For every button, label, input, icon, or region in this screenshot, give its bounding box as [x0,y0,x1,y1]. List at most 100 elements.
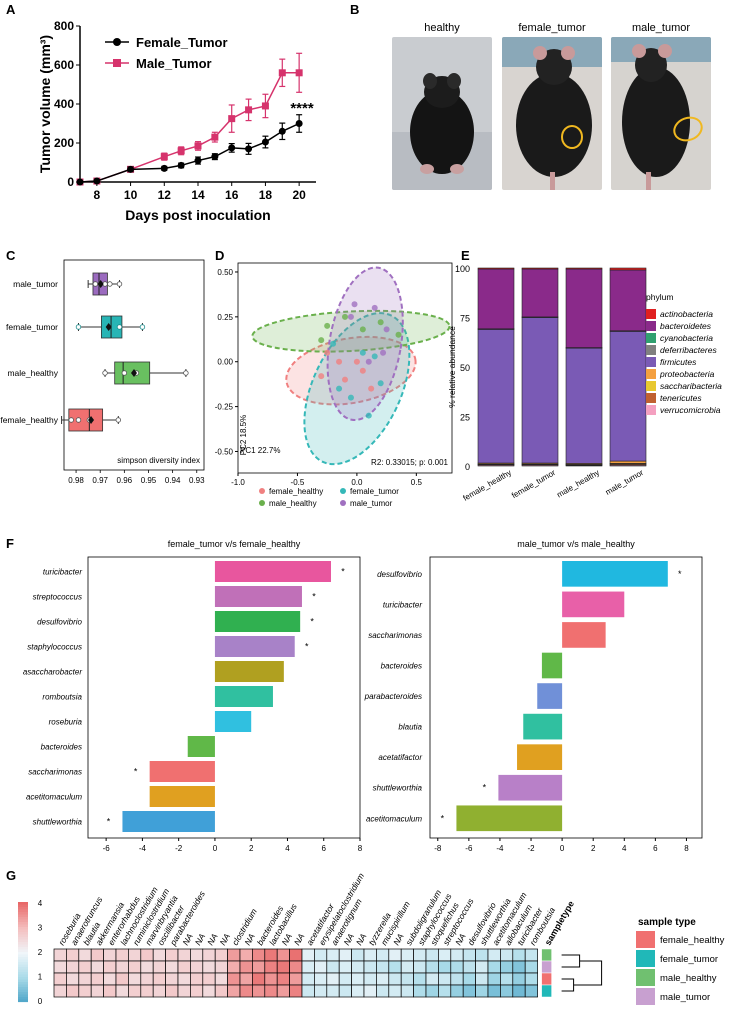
g-cell [152,972,166,986]
g-cell [66,948,80,962]
c-point [115,417,122,423]
d-frame [237,262,453,474]
photo-male-tumor-mouse [611,37,711,190]
d-point [359,349,366,356]
g-cell [512,972,526,986]
g-scale-segment [18,994,28,998]
g-cell [276,948,290,962]
g-cell [400,972,414,986]
g-cell [103,948,117,962]
g-dendrogram-branch [573,960,603,986]
f-left-bar [214,586,302,607]
f-left-significance: * [134,767,138,777]
panel-letter-E: E [461,248,470,263]
g-cell [177,984,191,998]
d-point [377,319,384,326]
a-xtick-label: 16 [225,188,239,202]
g-cell [388,984,402,998]
d-xtick-label: 0.5 [411,478,423,487]
g-cell [512,948,526,962]
a-point [76,178,84,186]
e-legend-swatch [646,393,656,403]
g-scale-segment [18,967,28,970]
e-bar-segment [609,331,647,462]
g-cell [413,960,427,974]
d-xtick-label: 0.0 [351,478,363,487]
f-right-bar [517,744,563,770]
f-left-significance: * [312,592,316,602]
c-xtick-label: 0.94 [165,476,181,485]
c-point [68,417,74,423]
g-cell [190,960,204,974]
f-left-bar [214,636,295,657]
g-cell [524,972,538,986]
g-cell [475,960,489,974]
g-cell [152,984,166,998]
g-cell [475,984,489,998]
g-scale-label: 2 [38,948,43,957]
d-point [365,412,372,419]
g-cell [388,948,402,962]
g-scale-segment [18,987,28,990]
e-legend-label: actinobacteria [660,309,713,319]
g-cell [140,972,154,986]
a-point [278,127,286,135]
a-point [194,142,202,150]
g-cell [301,960,315,974]
f-left-bar-label: desulfovibrio [37,618,82,627]
g-scale-segment [18,962,28,965]
f-left-significance: * [107,817,111,827]
g-legend-swatch [636,950,655,967]
f-right-bar [498,774,563,801]
a-point [228,115,236,123]
panel-letter-D: D [215,248,224,263]
g-cell [227,972,241,986]
g-cell [227,984,241,998]
d-point [383,326,390,333]
f-left-bar [149,761,215,782]
g-scale-label: 1 [38,973,43,982]
g-cell [128,948,142,962]
mouse-healthy-illustration [392,37,492,190]
g-cell [388,960,402,974]
d-point [336,385,343,392]
f-right-title: male_tumor v/s male_healthy [517,539,635,549]
a-ytick-label: 0 [67,175,74,189]
f-left-bar-label: asaccharobacter [23,668,82,677]
c-point [75,417,82,423]
g-cell [351,948,365,962]
g-cell [326,960,340,974]
f-right-significance: * [441,813,445,823]
e-bar-segment [521,317,559,464]
f-right-bar [541,652,563,679]
g-cell [438,972,452,986]
d-point [342,376,348,383]
a-ytick-label: 400 [54,97,74,111]
g-cell [301,972,315,986]
e-legend-swatch [646,381,656,391]
g-cell [276,972,290,986]
g-cell [90,972,104,986]
e-legend-swatch [646,357,656,367]
f-right-bar-label: parabacteroides [364,692,422,701]
g-scale-segment [18,992,28,995]
g-cell [214,948,228,962]
g-cell [128,972,142,986]
g-scale-segment [18,999,28,1003]
g-cell [227,948,241,962]
d-legend-marker [340,488,346,494]
a-xtick-label: 8 [94,188,101,202]
panel-letter-B: B [350,2,359,17]
g-legend-title: sample type [638,917,696,928]
f-left-significance: * [305,642,309,652]
g-column-label: NA [354,931,369,947]
g-cell [289,984,303,998]
g-cell [177,960,191,974]
g-cell [326,948,340,962]
a-legend-marker [113,38,121,46]
g-scale-segment [18,922,28,925]
g-sampletype-cell [541,948,552,962]
f-right-bar-label: bacteroides [381,662,422,671]
f-right-bar [537,683,563,709]
g-cell [289,948,303,962]
